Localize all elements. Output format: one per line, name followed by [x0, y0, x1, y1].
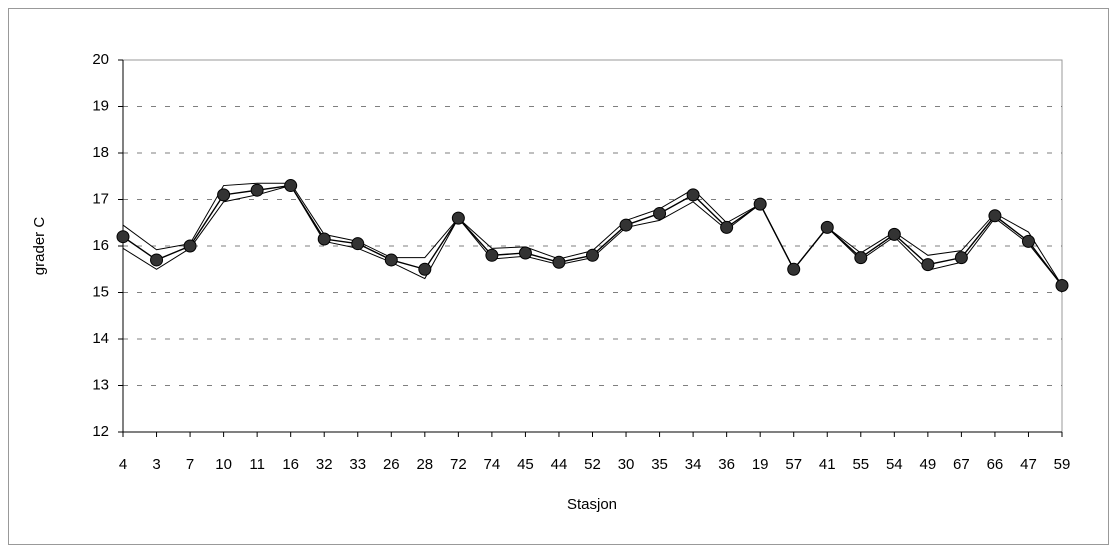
data-point [854, 251, 868, 265]
x-tick-label: 4 [119, 456, 127, 473]
data-point [217, 188, 231, 202]
data-point [787, 262, 801, 276]
x-tick-label: 33 [349, 456, 366, 473]
chart-frame [8, 8, 1109, 545]
data-point [921, 258, 935, 272]
x-tick-label: 44 [551, 456, 568, 473]
data-point [1055, 279, 1069, 293]
x-tick-label: 11 [249, 456, 265, 473]
data-point [619, 218, 633, 232]
data-point [317, 232, 331, 246]
data-point [351, 237, 365, 251]
x-axis-label: Stasjon [567, 496, 617, 513]
x-tick-label: 55 [852, 456, 869, 473]
x-tick-label: 36 [718, 456, 735, 473]
x-tick-label: 52 [584, 456, 601, 473]
y-tick-label: 17 [92, 190, 109, 207]
x-tick-label: 66 [987, 456, 1004, 473]
x-tick-label: 10 [215, 456, 232, 473]
y-tick-label: 16 [92, 237, 109, 254]
y-tick-label: 19 [92, 97, 109, 114]
y-tick-label: 14 [92, 330, 109, 347]
x-tick-label: 7 [186, 456, 194, 473]
data-point [485, 248, 499, 262]
data-point [518, 246, 532, 260]
data-point [384, 253, 398, 267]
x-tick-label: 35 [651, 456, 668, 473]
x-tick-label: 72 [450, 456, 467, 473]
data-point [150, 253, 164, 267]
data-point [686, 188, 700, 202]
y-tick-label: 15 [92, 283, 109, 300]
x-tick-label: 45 [517, 456, 534, 473]
x-tick-label: 19 [752, 456, 769, 473]
x-tick-label: 74 [484, 456, 501, 473]
data-point [418, 262, 432, 276]
y-axis-label: grader C [31, 217, 48, 276]
x-tick-label: 41 [819, 456, 836, 473]
data-point [116, 230, 130, 244]
data-point [720, 220, 734, 234]
x-tick-label: 3 [152, 456, 160, 473]
y-tick-label: 20 [92, 51, 109, 68]
x-tick-label: 28 [416, 456, 433, 473]
x-tick-label: 34 [685, 456, 702, 473]
x-tick-label: 67 [953, 456, 970, 473]
x-tick-label: 54 [886, 456, 903, 473]
data-point [988, 209, 1002, 223]
data-point [753, 197, 767, 211]
data-point [820, 220, 834, 234]
x-tick-label: 26 [383, 456, 400, 473]
data-point [887, 227, 901, 241]
data-point [250, 183, 264, 197]
data-point [653, 206, 667, 220]
x-tick-label: 16 [282, 456, 299, 473]
x-tick-label: 47 [1020, 456, 1037, 473]
data-point [284, 179, 298, 193]
data-point [451, 211, 465, 225]
x-tick-label: 32 [316, 456, 333, 473]
x-tick-label: 30 [618, 456, 635, 473]
data-point [183, 239, 197, 253]
data-point [586, 248, 599, 262]
y-tick-label: 13 [92, 376, 109, 393]
x-tick-label: 59 [1054, 456, 1071, 473]
y-tick-label: 12 [92, 423, 109, 440]
data-point [552, 255, 566, 269]
y-tick-label: 18 [92, 144, 109, 161]
data-point [1021, 234, 1035, 248]
data-point [954, 251, 968, 265]
x-tick-label: 57 [785, 456, 802, 473]
x-tick-label: 49 [920, 456, 937, 473]
